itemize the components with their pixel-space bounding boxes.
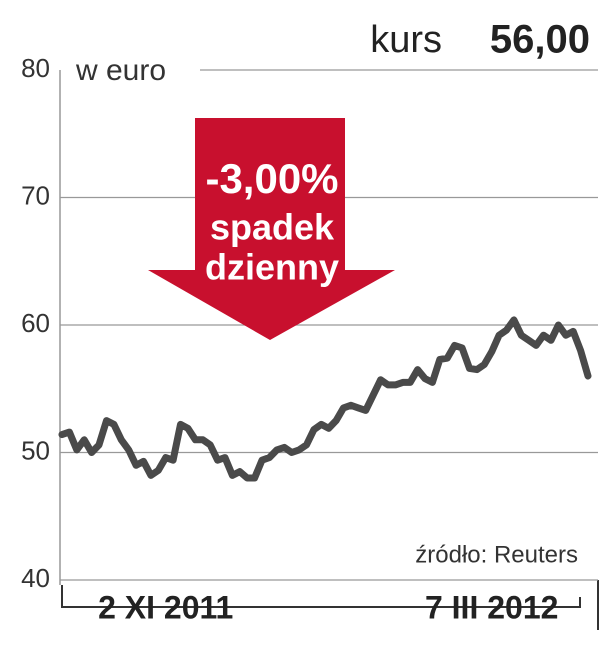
annotation-line1: spadek [210,207,335,248]
source: źródło: Reuters [415,541,578,568]
title-value: 56,00 [490,18,590,62]
x-bracket [61,585,581,608]
x-tick-label: 2 XI 2011 [98,589,233,625]
price-line [58,316,592,482]
annotation-change: -3,00% [205,155,338,202]
y-tick-label: 80 [21,53,50,83]
arrow [148,118,395,340]
y-tick-label: 70 [21,180,50,210]
annotation-line2: dzienny [205,247,339,288]
y-tick-label: 60 [21,308,50,338]
y-tick-label: 50 [21,435,50,465]
title-label: kurs [370,19,442,61]
unit-label: w euro [75,54,166,87]
x-tick-label: 7 III 2012 [425,589,558,625]
annotation: -3,00% spadek dzienny [148,118,395,340]
y-tick-label: 40 [21,563,50,593]
